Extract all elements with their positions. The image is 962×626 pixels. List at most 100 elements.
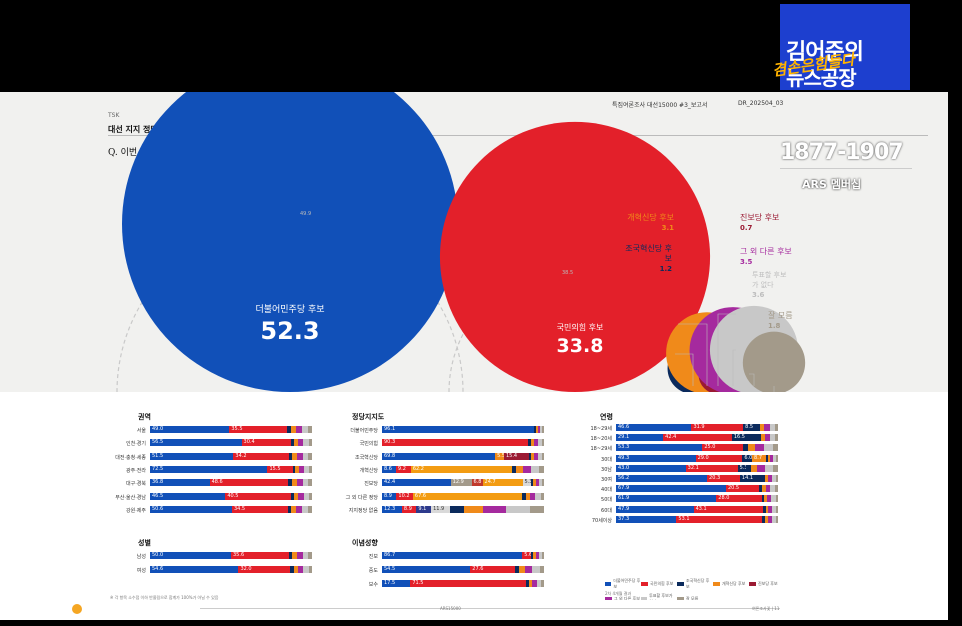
stacked-bar: 96.1 [382, 426, 544, 433]
bar-segment-rest [771, 475, 776, 482]
bar-segment: 46.5 [150, 492, 226, 500]
bar-segment-rest [450, 505, 465, 513]
row-label: 부산·울산·경남 [115, 494, 146, 501]
legend-item: 더불어민주당 후보 [605, 578, 641, 590]
bubble-dem [122, 92, 458, 392]
bar-segment-rest [538, 426, 540, 433]
bubble-value-dem: 52.3 [260, 317, 320, 345]
bar-segment: 16.5 [731, 434, 759, 442]
label-reform-name: 개혁신당 후보 [627, 213, 674, 222]
bar-segment-rest [767, 495, 772, 503]
row-label: 지지정당 없음 [348, 507, 378, 514]
bar-segment-rest [291, 505, 297, 513]
stacked-bar: 36.8 48.6 [150, 479, 312, 487]
stacked-bar: 54.5 27.6 [382, 566, 544, 573]
section-ideology: 이념성향 [352, 539, 378, 547]
bar-segment: 10.2 [396, 492, 413, 500]
bar-segment: 36.8 [150, 479, 210, 487]
bar-segment-rest [762, 485, 766, 493]
bar-segment-rest [542, 426, 544, 433]
bar-segment-rest [535, 492, 541, 500]
section-gender: 성별 [138, 539, 151, 547]
stacked-bar: 47.9 43.1 [616, 505, 778, 513]
bar-segment: 49.3 [616, 454, 696, 462]
stacked-bar: 42.412.96.824.75.3 [382, 479, 544, 487]
bar-segment-rest [522, 492, 526, 500]
bar-segment-rest [770, 434, 776, 442]
bar-segment-rest [533, 439, 538, 447]
bar-segment: 49.0 [150, 426, 230, 433]
bar-segment-rest [291, 479, 297, 487]
bar-segment-rest [308, 439, 312, 447]
bar-segment-rest [533, 479, 536, 487]
bar-segment: 32.1 [685, 464, 738, 472]
bar-segment-rest [292, 452, 297, 460]
bar-segment: 5.3 [522, 479, 532, 487]
bar-segment-rest [308, 492, 312, 500]
bar-segment-rest [308, 566, 312, 573]
bar-segment-rest [762, 475, 766, 482]
bar-segment: 67.6 [412, 492, 523, 500]
bar-segment-rest [540, 492, 544, 500]
bar-segment: 90.3 [382, 439, 529, 447]
stacked-bar: 37.3 53.1 [616, 515, 778, 523]
legend-swatch-icon [713, 582, 720, 586]
bar-segment-rest [750, 464, 758, 472]
bar-segment: 8.7 [752, 454, 767, 462]
bar-segment-rest [761, 495, 765, 503]
bar-segment-rest [776, 454, 779, 462]
bar-segment: 56.5 [150, 439, 242, 447]
phone-number: 1877-1907 [780, 140, 904, 165]
brand-line2: 뉴스공장 [786, 66, 857, 90]
bar-segment-rest [522, 465, 531, 473]
bar-segment-rest [757, 464, 766, 472]
bar-segment-rest [748, 444, 756, 452]
bar-segment-rest [296, 479, 303, 487]
legend-item: 잘 모름 [677, 593, 713, 605]
bar-segment-rest [303, 439, 309, 447]
bubble-name-ppp: 국민의힘 후보 [556, 323, 604, 332]
bar-segment-rest [525, 566, 533, 573]
bar-segment-rest [290, 439, 294, 447]
section-region: 권역 [138, 413, 151, 421]
legend-label: 개혁신당 후보 [722, 581, 746, 586]
row-label: 더불어민주당 [350, 428, 378, 434]
bar-segment-rest [761, 434, 766, 442]
bar-segment: 42.4 [382, 479, 451, 487]
bar-segment-rest [537, 439, 542, 447]
label-none: 투표할 후보가 없다 3.6 [752, 270, 792, 300]
bar-segment-rest [536, 426, 538, 433]
label-other-name: 그 외 다른 후보 [740, 247, 792, 256]
row-label: 진보 [368, 554, 378, 560]
legend-item: 그 외 다른 후보 [605, 593, 641, 605]
bubble-ppp [439, 121, 711, 392]
bar-segment-rest [531, 479, 534, 487]
bar-segment-rest [771, 495, 776, 503]
row-label: 국민의힘 [359, 441, 378, 448]
label-other: 그 외 다른 후보 3.5 [740, 247, 792, 267]
bar-segment: 5.3 [737, 464, 747, 472]
bar-segment: 50.6 [150, 505, 232, 513]
stacked-bar: 43.032.15.3 [616, 464, 778, 472]
ars-membership: ARS 멤버십 [802, 178, 862, 191]
bar-segment: 54.5 [382, 566, 471, 573]
footer-divider [200, 608, 780, 609]
bar-segment-rest [292, 552, 297, 559]
label-none-value: 3.6 [752, 291, 765, 299]
bar-segment-rest [308, 505, 312, 513]
label-unknown-name: 잘 모름 [768, 311, 793, 320]
stacked-bar: 86.7 5.6 [382, 552, 544, 559]
bar-segment-rest [303, 566, 309, 573]
bar-segment-rest [308, 479, 312, 487]
legend-label: 국민의힘 후보 [650, 581, 674, 586]
row-label: 중도 [368, 568, 378, 574]
stacked-bar: 46.5 40.5 [150, 492, 312, 500]
bar-segment-rest [528, 452, 532, 460]
stacked-bar: 8.6 9.2 62.2 [382, 465, 544, 473]
bar-segment-rest [464, 505, 484, 513]
bar-segment-rest [302, 552, 309, 559]
prev-label-ppp: 38.5 [562, 270, 574, 276]
legend-item: 국민의힘 후보 [641, 578, 677, 590]
bar-segment-rest [768, 475, 772, 482]
bar-segment: 48.6 [209, 479, 289, 487]
